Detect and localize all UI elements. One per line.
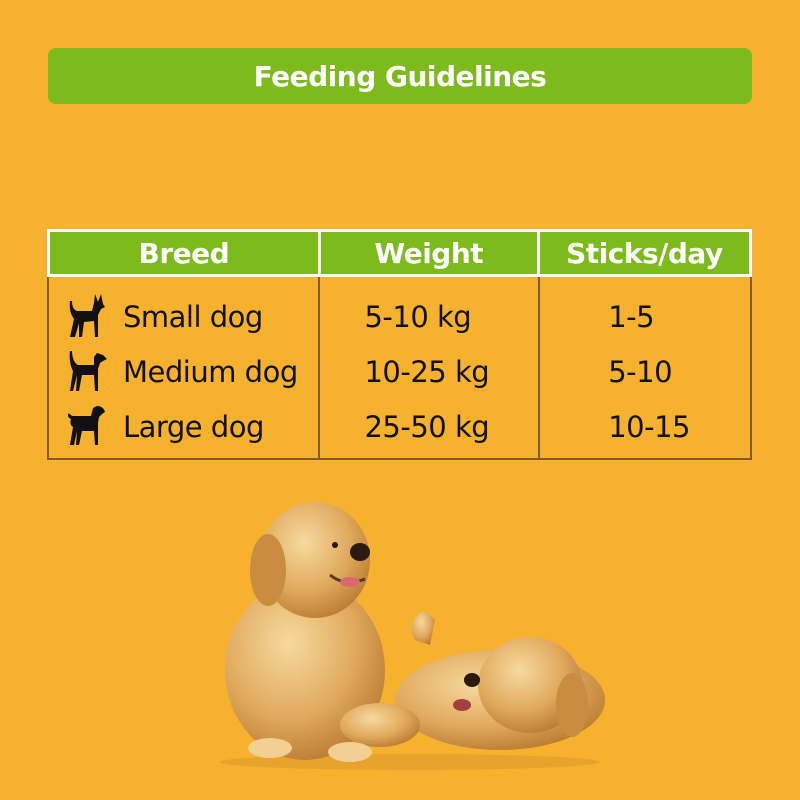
- weight-cell: 10-25 kg: [364, 354, 490, 389]
- feeding-guidelines-title: Feeding Guidelines: [48, 48, 752, 104]
- breed-label: Small dog: [123, 299, 263, 334]
- breed-label: Medium dog: [123, 354, 298, 389]
- sticks-cell: 10-15: [608, 409, 690, 444]
- breed-label: Large dog: [123, 409, 264, 444]
- header-breed: Breed: [50, 232, 321, 274]
- table-row: Medium dog: [49, 344, 318, 399]
- breed-column: Small dog Medium dog Large dog: [49, 277, 321, 458]
- header-sticks: Sticks/day: [566, 236, 723, 270]
- sticks-cell: 5-10: [608, 354, 673, 389]
- large-dog-icon: [67, 405, 105, 445]
- table-header: Breed Weight Sticks/day: [47, 229, 752, 277]
- weight-cell: 25-50 kg: [364, 409, 490, 444]
- medium-dog-icon: [69, 350, 107, 391]
- puppies-image: [220, 502, 605, 770]
- sticks-cell: 1-5: [608, 299, 655, 334]
- weight-cell: 5-10 kg: [364, 299, 472, 334]
- header-weight: Weight: [321, 232, 540, 274]
- table-row: Small dog: [49, 289, 318, 344]
- table-row: Large dog: [49, 399, 318, 454]
- small-dog-icon: [69, 293, 105, 337]
- sticks-column: 1-5 5-10 10-15: [540, 277, 750, 458]
- feeding-table: Breed Weight Sticks/day Small dog Medium…: [47, 229, 752, 460]
- weight-column: 5-10 kg 10-25 kg 25-50 kg: [320, 277, 541, 458]
